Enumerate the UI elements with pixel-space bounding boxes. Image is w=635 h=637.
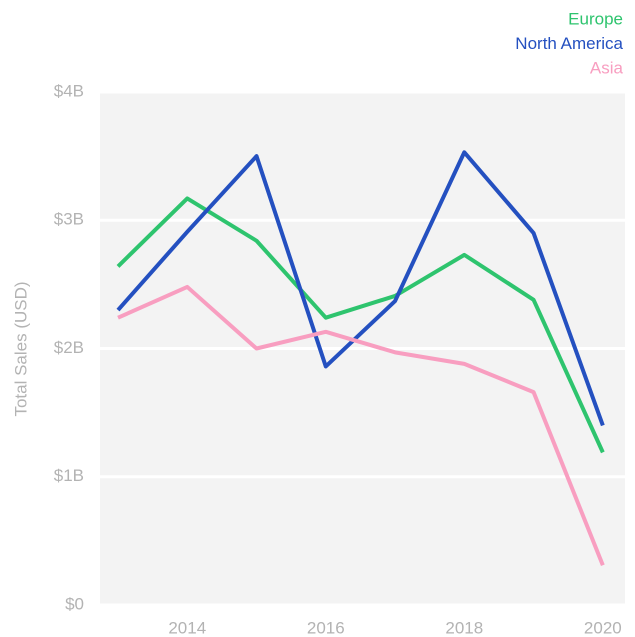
x-tick-label: 2016 — [307, 618, 345, 637]
y-tick-label: $4B — [54, 81, 84, 100]
y-tick-label: $0 — [65, 594, 84, 613]
legend-entry: Asia — [590, 58, 624, 77]
legend-entry: Europe — [568, 9, 623, 28]
x-tick-label: 2020 — [584, 618, 622, 637]
y-tick-label: $2B — [54, 338, 84, 357]
y-axis-label: Total Sales (USD) — [11, 281, 30, 416]
series-line — [116, 150, 605, 427]
x-tick-label: 2014 — [168, 618, 206, 637]
legend-entry: North America — [515, 34, 623, 53]
y-tick-label: $3B — [54, 210, 84, 229]
y-tick-label: $1B — [54, 466, 84, 485]
series-line — [117, 284, 605, 566]
series-line — [116, 196, 605, 454]
x-tick-label: 2018 — [445, 618, 483, 637]
